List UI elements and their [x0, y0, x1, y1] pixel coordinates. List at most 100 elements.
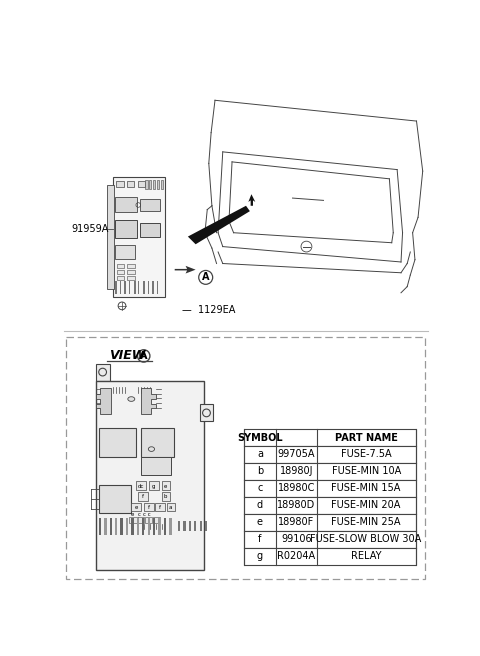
Bar — [133, 281, 135, 293]
Text: A: A — [139, 351, 148, 361]
Bar — [169, 518, 172, 535]
Bar — [117, 276, 124, 281]
Text: e: e — [135, 505, 138, 510]
Polygon shape — [96, 388, 111, 415]
Text: c: c — [138, 512, 141, 517]
Bar — [140, 199, 160, 211]
Text: b: b — [257, 466, 263, 476]
Bar — [205, 521, 207, 531]
Text: RELAY: RELAY — [351, 551, 382, 561]
Text: e: e — [164, 483, 167, 489]
Bar — [138, 492, 148, 501]
Text: e: e — [131, 512, 134, 517]
Text: 99705A: 99705A — [277, 449, 315, 459]
Text: e: e — [257, 517, 263, 527]
Text: f: f — [142, 495, 144, 499]
Text: f: f — [147, 505, 149, 510]
Bar — [149, 482, 159, 490]
Bar — [147, 518, 150, 535]
Bar — [66, 337, 425, 579]
Bar — [144, 503, 154, 512]
Bar — [244, 548, 416, 565]
Bar — [115, 245, 135, 259]
Polygon shape — [175, 266, 196, 274]
Bar — [244, 463, 416, 480]
Bar — [117, 270, 124, 274]
Bar — [126, 518, 128, 535]
Bar — [149, 180, 152, 189]
Text: dc: dc — [137, 483, 144, 489]
Bar — [137, 518, 139, 535]
Bar — [115, 197, 137, 212]
Text: 18980C: 18980C — [278, 483, 315, 493]
Bar — [113, 177, 166, 297]
Bar — [127, 264, 135, 268]
Text: VIEW: VIEW — [109, 350, 145, 362]
Bar — [153, 517, 160, 523]
Text: f: f — [258, 534, 262, 544]
Bar — [99, 428, 136, 457]
Bar — [189, 521, 191, 531]
Bar — [244, 514, 416, 531]
Bar — [129, 517, 137, 523]
Text: FUSE-SLOW BLOW 30A: FUSE-SLOW BLOW 30A — [311, 534, 422, 544]
Bar — [120, 518, 123, 535]
Bar — [99, 518, 101, 535]
Bar — [158, 518, 161, 535]
Bar — [153, 518, 156, 535]
Bar — [138, 281, 139, 293]
Polygon shape — [188, 206, 250, 244]
Text: 18980D: 18980D — [277, 501, 315, 510]
Bar — [147, 281, 149, 293]
Text: R0204A: R0204A — [277, 551, 315, 561]
Bar — [157, 281, 158, 293]
Text: FUSE-MIN 25A: FUSE-MIN 25A — [331, 517, 401, 527]
Text: FUSE-MIN 20A: FUSE-MIN 20A — [331, 501, 401, 510]
Bar — [143, 281, 145, 293]
Bar — [115, 518, 117, 535]
Bar — [145, 517, 152, 523]
Bar — [167, 503, 176, 512]
Bar — [162, 492, 170, 501]
Text: FUSE-7.5A: FUSE-7.5A — [341, 449, 391, 459]
Bar — [200, 405, 214, 421]
Text: b: b — [164, 495, 167, 499]
Bar — [164, 518, 166, 535]
Bar — [129, 281, 130, 293]
Bar — [136, 482, 146, 490]
Bar — [127, 276, 135, 281]
Text: g: g — [152, 483, 156, 489]
Bar — [183, 521, 186, 531]
Bar — [157, 180, 159, 189]
Text: —  1129EA: — 1129EA — [181, 305, 235, 315]
Bar — [99, 485, 132, 513]
Polygon shape — [248, 194, 255, 206]
Bar — [115, 281, 117, 293]
Bar — [244, 429, 416, 446]
Bar — [178, 521, 180, 531]
Bar — [244, 446, 416, 463]
Bar — [132, 518, 133, 535]
Bar — [142, 518, 144, 535]
Bar — [244, 497, 416, 514]
Bar — [244, 480, 416, 497]
Bar — [137, 181, 145, 188]
Bar — [124, 281, 126, 293]
Text: 18980J: 18980J — [280, 466, 313, 476]
Bar — [244, 531, 416, 548]
Text: g: g — [257, 551, 263, 561]
Text: 91959A: 91959A — [72, 224, 109, 234]
Ellipse shape — [128, 397, 135, 401]
Bar — [194, 521, 196, 531]
Bar — [104, 518, 107, 535]
Text: a: a — [257, 449, 263, 459]
Text: 18980F: 18980F — [278, 517, 314, 527]
Text: SYMBOL: SYMBOL — [237, 432, 283, 443]
Bar — [200, 521, 202, 531]
Bar — [156, 503, 166, 512]
Bar — [152, 281, 154, 293]
Bar — [117, 264, 124, 268]
Text: a: a — [169, 505, 173, 510]
Bar — [161, 180, 163, 189]
Text: PART NAME: PART NAME — [335, 432, 397, 443]
